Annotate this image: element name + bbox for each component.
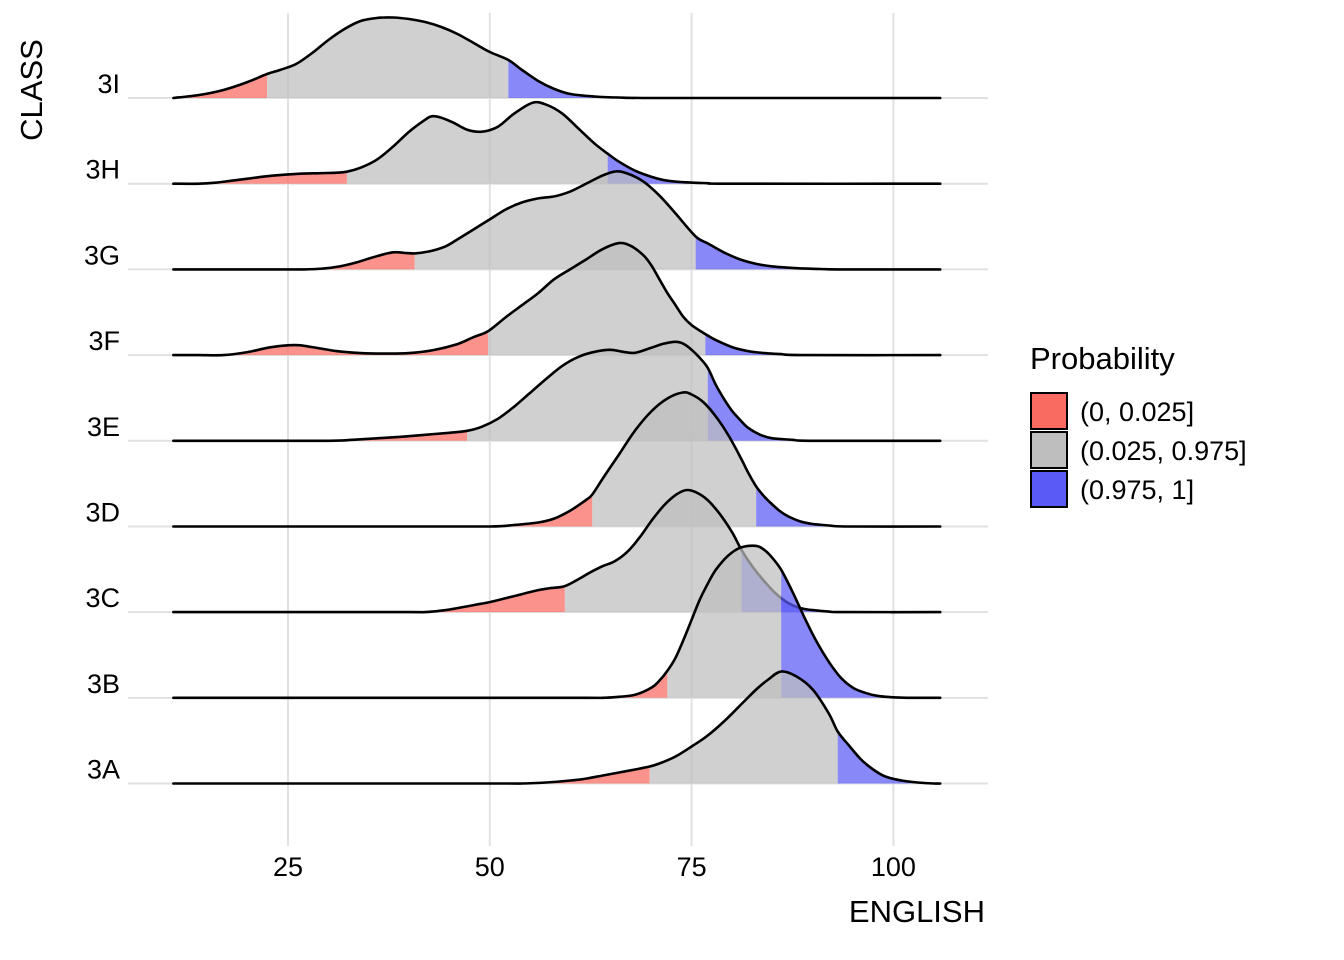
y-tick-label-3F: 3F bbox=[88, 326, 120, 356]
y-tick-label-3G: 3G bbox=[84, 240, 120, 270]
x-axis-title: ENGLISH bbox=[849, 894, 985, 929]
ridge-3H-middle bbox=[346, 102, 608, 184]
ridge-3A bbox=[172, 670, 942, 785]
legend-swatch-0 bbox=[1030, 392, 1068, 430]
ridge-3B bbox=[172, 544, 942, 700]
y-tick-label-3I: 3I bbox=[97, 69, 120, 99]
ridge-3I-high-tail bbox=[508, 59, 941, 99]
legend-swatch-2 bbox=[1030, 470, 1068, 508]
ridge-3B-outline bbox=[172, 544, 942, 700]
ridge-3B-middle bbox=[667, 545, 782, 698]
legend-title: Probability bbox=[1030, 341, 1175, 376]
ridge-3I-middle bbox=[267, 17, 509, 98]
ridge-3A-high-tail bbox=[837, 731, 941, 784]
ridge-3F-outline bbox=[172, 241, 942, 357]
legend-swatch-1 bbox=[1030, 431, 1068, 469]
y-tick-label-3H: 3H bbox=[85, 155, 120, 185]
ridge-3G-outline bbox=[172, 170, 942, 271]
ridge-3A-low-tail bbox=[173, 766, 650, 784]
ridge-3C-low-tail bbox=[173, 586, 565, 613]
ridge-3F-middle bbox=[488, 243, 706, 356]
x-tick-label-25: 25 bbox=[273, 852, 303, 882]
y-tick-label-3E: 3E bbox=[87, 412, 120, 442]
ridge-3H-outline bbox=[172, 100, 942, 186]
axis-layer: CLASS ENGLISH 3I 3H 3G 3F 3E 3D 3C 3B 3A 25 50 75 10… bbox=[14, 39, 985, 929]
ridge-3I-outline bbox=[172, 16, 942, 100]
ridge-3D bbox=[172, 390, 942, 528]
y-tick-label-3C: 3C bbox=[85, 583, 120, 613]
ridge-3I bbox=[172, 16, 942, 100]
ridge-3E-outline bbox=[172, 340, 942, 443]
y-tick-label-3B: 3B bbox=[87, 669, 120, 699]
legend: Probability (0, 0.025] (0.025, 0.975] (0.9… bbox=[1030, 341, 1247, 508]
ridge-3D-high-tail bbox=[756, 486, 941, 527]
x-tick-label-100: 100 bbox=[871, 852, 916, 882]
ridge-3F bbox=[172, 241, 942, 357]
ridge-3D-outline bbox=[172, 390, 942, 528]
legend-label-0: (0, 0.025] bbox=[1080, 397, 1194, 427]
y-tick-label-3A: 3A bbox=[87, 755, 120, 785]
legend-label-1: (0.025, 0.975] bbox=[1080, 436, 1247, 466]
ridge-3B-high-tail bbox=[781, 569, 941, 698]
y-tick-label-3D: 3D bbox=[85, 497, 120, 527]
ridge-3G-high-tail bbox=[695, 236, 941, 270]
ridge-layer bbox=[172, 16, 942, 785]
ridge-3F-high-tail bbox=[705, 334, 941, 356]
ridge-3E-high-tail bbox=[707, 367, 941, 441]
x-tick-label-75: 75 bbox=[677, 852, 707, 882]
ridge-3G-low-tail bbox=[173, 252, 415, 270]
x-tick-label-50: 50 bbox=[475, 852, 505, 882]
ridge-3C-middle bbox=[564, 489, 742, 613]
ridge-3A-outline bbox=[172, 670, 942, 785]
ridge-3D-middle bbox=[592, 392, 757, 527]
ridge-3A-middle bbox=[649, 671, 838, 784]
ridge-3H bbox=[172, 100, 942, 186]
ridge-3I-low-tail bbox=[173, 73, 268, 98]
ridge-3D-low-tail bbox=[173, 494, 593, 527]
legend-label-2: (0.975, 1] bbox=[1080, 475, 1194, 505]
y-axis-title: CLASS bbox=[14, 39, 49, 141]
